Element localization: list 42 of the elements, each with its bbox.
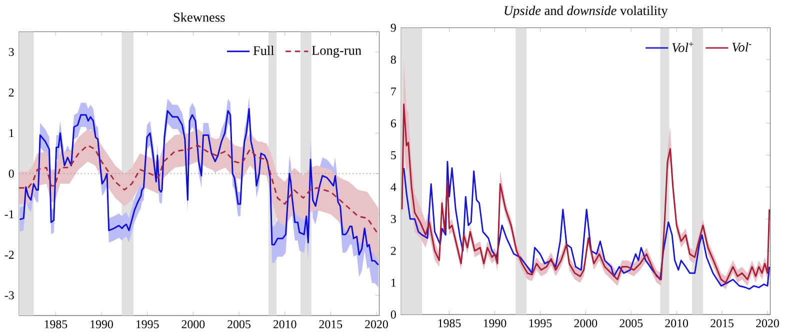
line-series: [403, 160, 770, 290]
x-tick-label: 1985: [44, 320, 68, 328]
x-tick-label: 2005: [228, 320, 250, 328]
y-tick-label: -2: [4, 250, 14, 258]
y-tick-label: 1: [391, 278, 396, 286]
y-tick-label: 9: [390, 24, 396, 32]
x-tick-label: 2015: [710, 319, 734, 328]
x-tick-label: 1985: [438, 319, 461, 328]
y-tick-label: -3: [4, 291, 14, 300]
x-tick-label: 2020: [756, 319, 779, 328]
legend-label: Vol$^{+}$: [672, 42, 694, 52]
chart-title: Skewness: [174, 12, 225, 22]
y-tick-label: 7: [391, 87, 396, 96]
line-series: [401, 103, 770, 284]
x-tick-label: 1995: [136, 320, 159, 328]
y-tick-label: -1: [4, 210, 14, 218]
y-tick-label: 3: [8, 48, 14, 56]
x-tick-label: 2000: [574, 319, 598, 328]
y-tick-label: 2: [8, 88, 14, 96]
y-tick-label: 5: [391, 151, 396, 160]
y-tick-label: 6: [390, 119, 396, 128]
x-tick-label: 2010: [273, 320, 296, 328]
x-tick-label: 1990: [90, 320, 113, 328]
x-tick-label: 1990: [484, 319, 506, 328]
x-tick-label: 2010: [665, 319, 688, 328]
x-tick-label: 2005: [620, 319, 643, 328]
legend-label: Long-run: [312, 46, 362, 58]
legend-label: Vol$^{-}$: [732, 42, 752, 52]
legend-label: Full: [253, 46, 274, 55]
y-tick-label: 0: [8, 169, 14, 178]
y-tick-label: 0: [390, 310, 396, 318]
y-tick-label: 8: [390, 55, 396, 64]
x-tick-label: 2015: [319, 320, 342, 328]
chart-title: Upside and downside volatility: [504, 6, 668, 18]
x-tick-label: 2020: [365, 320, 388, 328]
x-tick-label: 2000: [182, 320, 205, 328]
y-tick-label: 3: [391, 214, 396, 223]
y-tick-label: 1: [9, 128, 14, 137]
y-tick-label: 2: [390, 246, 396, 255]
y-tick-label: 4: [390, 182, 396, 191]
line-series: [19, 108, 380, 266]
x-tick-label: 1995: [529, 319, 552, 328]
